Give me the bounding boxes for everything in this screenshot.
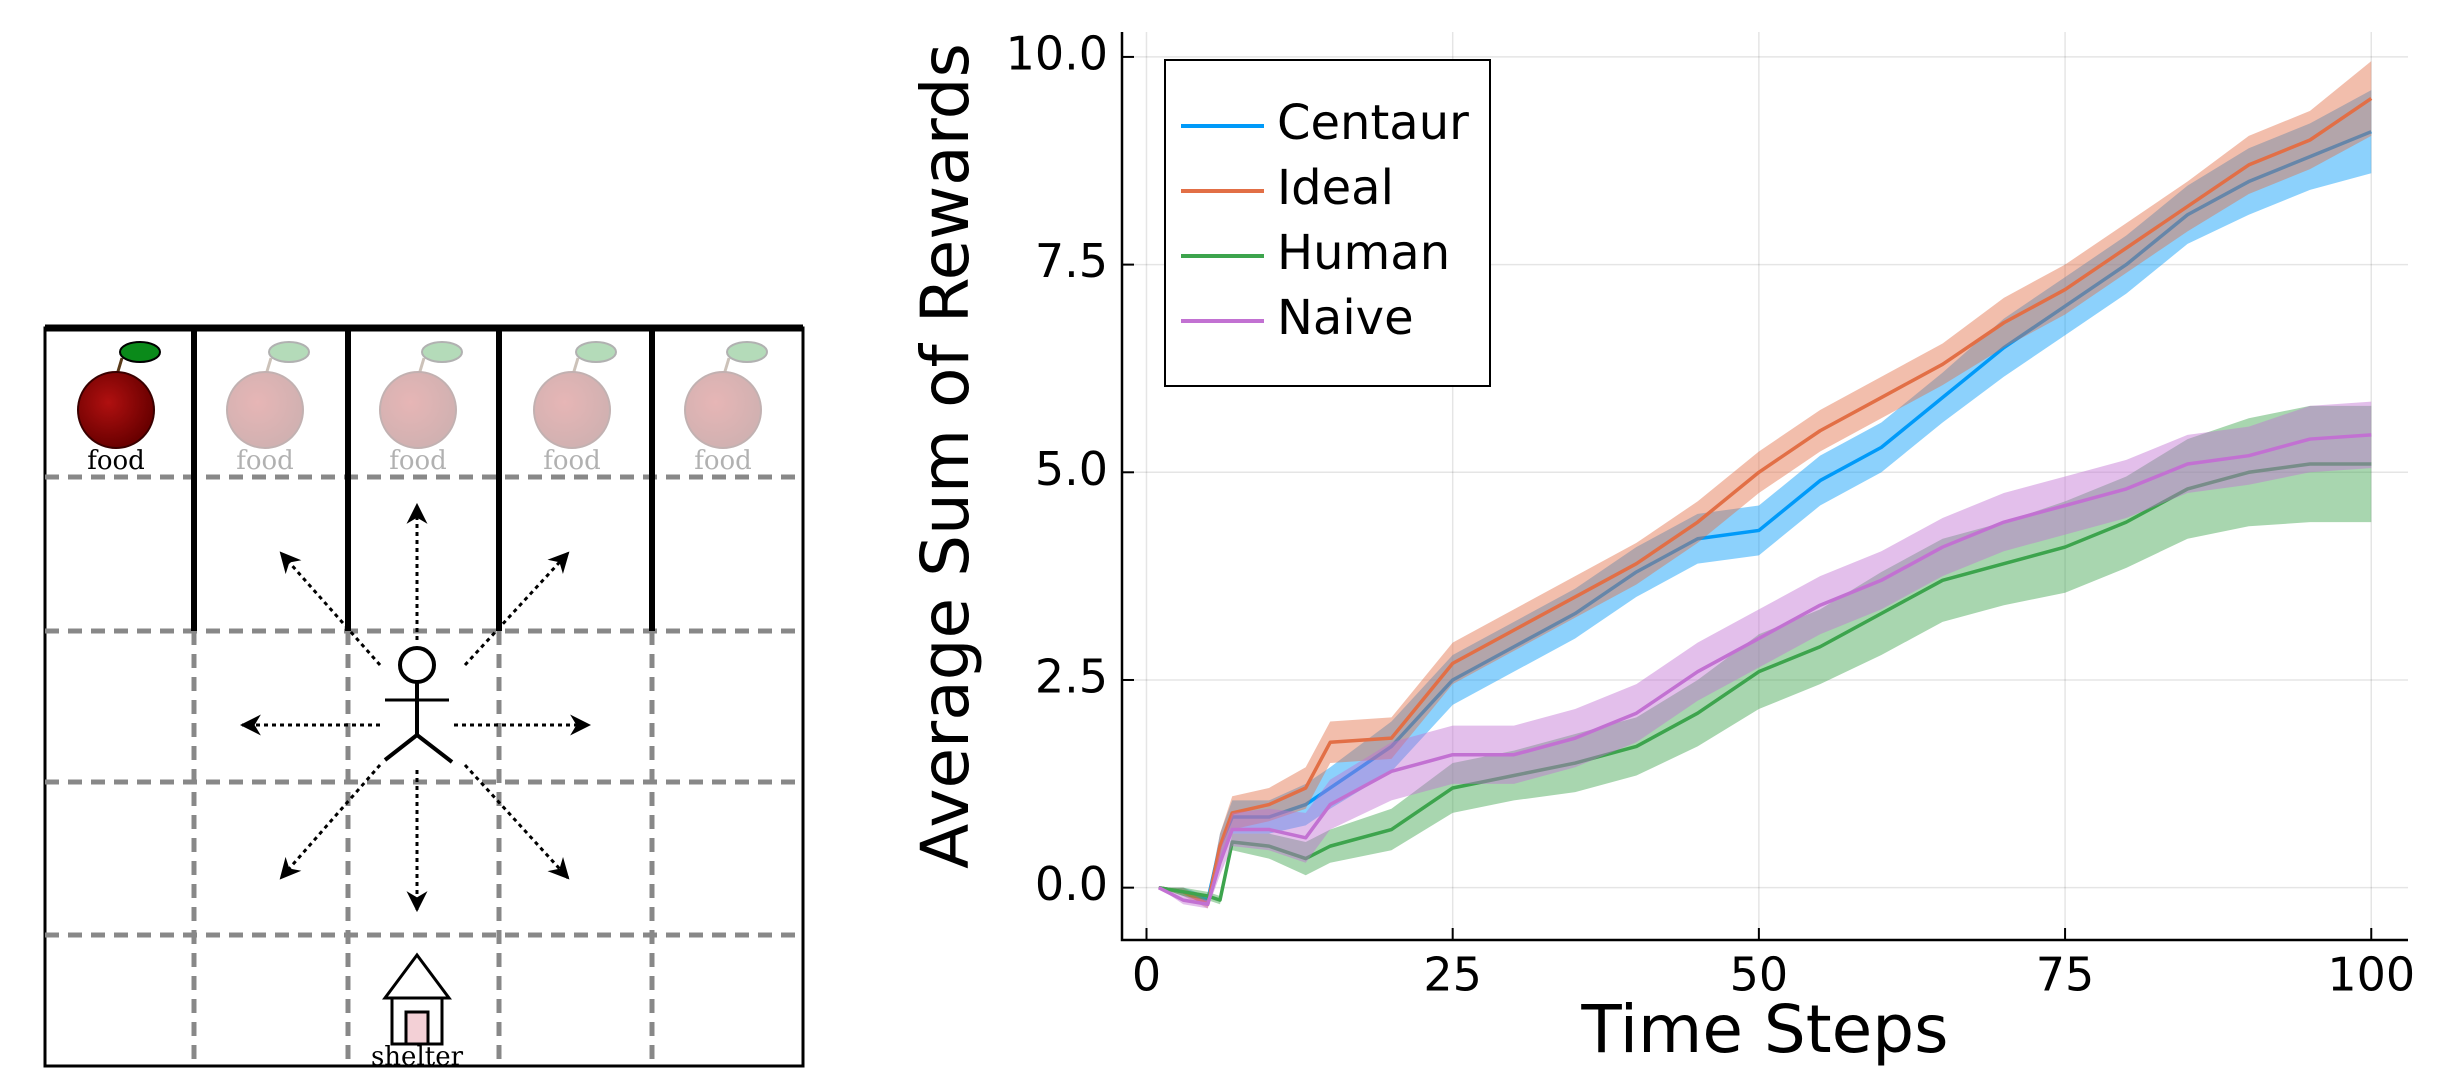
x-tick-label: 0	[1132, 948, 1161, 1002]
apple	[684, 371, 762, 449]
series-line	[1158, 462, 2372, 902]
plot: 0.0 2.5 5.0 7.5 10.0 0 25 50 75 100 Average Sum of…	[907, 26, 2415, 1068]
legend-label: Ideal	[1277, 160, 1394, 216]
x-tick-label: 75	[2036, 948, 2095, 1002]
food-label: food	[87, 446, 145, 476]
error-band	[1158, 401, 2372, 909]
y-tick-label: 7.5	[1035, 234, 1108, 288]
apple	[533, 371, 611, 449]
world-border	[43, 326, 805, 1068]
apple-leaf	[421, 341, 463, 363]
apple	[379, 371, 457, 449]
shelter-label: shelter	[371, 1042, 464, 1069]
series-line	[1158, 97, 2373, 907]
y-tick-label: 5.0	[1035, 442, 1108, 496]
apple	[226, 371, 304, 449]
walls	[191, 328, 655, 631]
error-band	[1158, 405, 2372, 905]
grid-world: shelter food food food food food	[43, 324, 805, 1069]
axes	[1120, 32, 2408, 942]
y-axis-label: Average Sum of Rewards	[907, 43, 984, 869]
y-tick-label: 2.5	[1035, 649, 1108, 703]
food-label: food	[389, 446, 447, 476]
legend-label: Centaur	[1277, 95, 1469, 151]
food-item: food	[684, 341, 768, 476]
food-item: food	[379, 341, 463, 476]
error-band	[1158, 90, 2372, 905]
food-item: food	[77, 341, 161, 476]
food-label: food	[543, 446, 601, 476]
y-tick-label: 0.0	[1035, 857, 1108, 911]
x-axis-label: Time Steps	[1580, 991, 1948, 1068]
error-band	[1158, 61, 2372, 909]
legend-label: Naive	[1277, 290, 1414, 346]
x-tick-label: 100	[2327, 948, 2415, 1002]
agent	[383, 646, 454, 764]
food-item: food	[226, 341, 310, 476]
food-label: food	[694, 446, 752, 476]
legend-box	[1164, 59, 1491, 387]
dashed-grid	[45, 474, 803, 1066]
series-line	[1157, 433, 2372, 907]
move-arrows	[239, 502, 592, 913]
apple-leaf	[268, 341, 310, 363]
apple-leaf	[119, 341, 161, 363]
x-tick-label: 50	[1730, 948, 1789, 1002]
legend-label: Human	[1277, 225, 1450, 281]
apple-leaf	[726, 341, 768, 363]
y-tick-label: 10.0	[1006, 26, 1108, 80]
food-item: food	[533, 341, 617, 476]
food-label: food	[236, 446, 294, 476]
apple-leaf	[575, 341, 617, 363]
shelter-icon	[382, 952, 452, 1046]
apple	[77, 371, 155, 449]
x-tick-label: 25	[1423, 948, 1482, 1002]
